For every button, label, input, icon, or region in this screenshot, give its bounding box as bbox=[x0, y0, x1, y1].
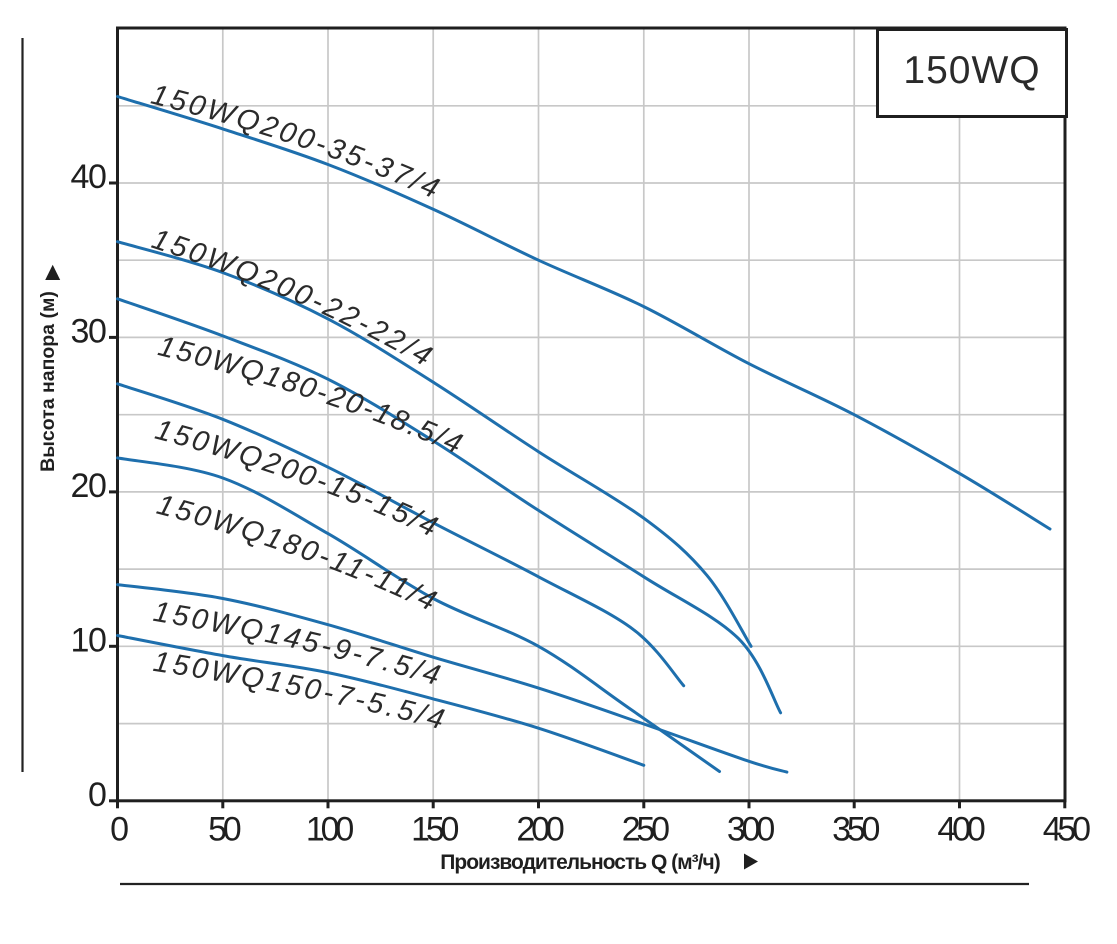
svg-text:50: 50 bbox=[208, 811, 241, 849]
svg-text:200: 200 bbox=[516, 811, 563, 849]
svg-text:0: 0 bbox=[88, 776, 106, 814]
svg-text:150: 150 bbox=[411, 811, 458, 849]
svg-text:250: 250 bbox=[622, 811, 669, 849]
svg-text:Высота напора (м): Высота напора (м) bbox=[37, 291, 59, 472]
svg-text:150WQ: 150WQ bbox=[903, 49, 1040, 92]
svg-text:20: 20 bbox=[70, 467, 106, 505]
svg-text:100: 100 bbox=[306, 811, 353, 849]
svg-text:300: 300 bbox=[727, 811, 774, 849]
svg-text:350: 350 bbox=[832, 811, 879, 849]
svg-text:40: 40 bbox=[70, 158, 106, 196]
svg-text:10: 10 bbox=[70, 621, 106, 659]
svg-text:400: 400 bbox=[937, 811, 984, 849]
svg-text:450: 450 bbox=[1043, 811, 1090, 849]
svg-text:30: 30 bbox=[70, 312, 106, 350]
svg-text:Производительность Q (м³/ч): Производительность Q (м³/ч) bbox=[440, 851, 719, 874]
